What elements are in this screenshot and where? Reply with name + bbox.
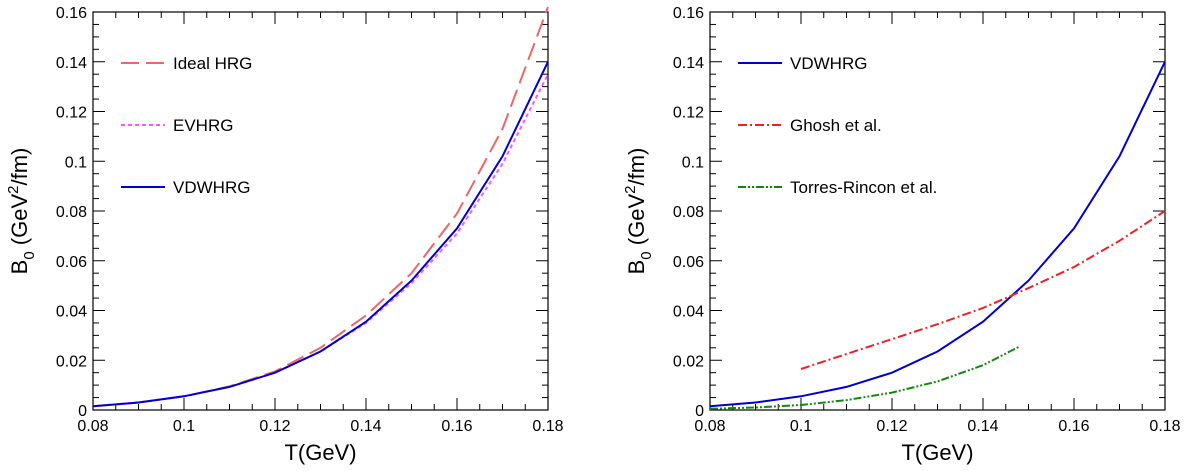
y-tick-label: 0.12 [56, 105, 87, 122]
y-axis-title: B0 (GeV2/fm) [5, 148, 38, 275]
x-tick-label: 0.08 [694, 418, 725, 435]
x-tick-label: 0.14 [350, 418, 381, 435]
series-line [709, 345, 1020, 410]
y-tick-label: 0.16 [673, 5, 704, 22]
legend-label: EVHRG [173, 116, 233, 135]
plot-frame [92, 11, 549, 411]
y-tick-label: 0.08 [56, 204, 87, 221]
y-tick-label: 0 [695, 403, 704, 420]
series-line [709, 61, 1166, 408]
x-tick-label: 0.08 [77, 418, 108, 435]
right-chart-panel: 0.08 0.1 0.12 0.14 0.16 0.1800.020.040.060.08… [622, 5, 1181, 465]
y-axis-title-part: 2 [5, 186, 22, 194]
series-line [800, 210, 1166, 370]
y-axis-title-part: 0 [638, 251, 655, 259]
y-axis-title-part: (GeV [624, 194, 649, 252]
y-axis-title-part: 2 [622, 186, 639, 194]
series-line [92, 61, 549, 408]
legend-label: VDWHRG [790, 54, 867, 73]
y-axis-title-part: B [624, 260, 649, 275]
y-tick-label: 0.14 [56, 55, 87, 72]
x-tick-label: 0.1 [790, 418, 812, 435]
x-tick-label: 0.16 [1058, 418, 1089, 435]
y-axis-title-part: B [7, 260, 32, 275]
series-line [92, 73, 549, 408]
x-axis-title: T(GeV) [901, 440, 973, 465]
y-axis-title-part: /fm) [624, 148, 649, 186]
x-tick-label: 0.16 [441, 418, 472, 435]
y-tick-label: 0.16 [56, 5, 87, 22]
plot-frame [709, 11, 1166, 411]
legend-label: VDWHRG [173, 178, 250, 197]
y-tick-label: 0.1 [682, 154, 704, 171]
x-tick-label: 0.1 [173, 418, 195, 435]
y-axis-title-part: (GeV [7, 194, 32, 252]
y-tick-label: 0.14 [673, 55, 704, 72]
y-tick-label: 0.02 [56, 353, 87, 370]
y-axis-title-part: 0 [21, 251, 38, 259]
y-tick-label: 0.06 [673, 254, 704, 271]
x-tick-label: 0.14 [967, 418, 998, 435]
legend-label: Ideal HRG [173, 54, 252, 73]
y-tick-label: 0.04 [56, 304, 87, 321]
y-tick-label: 0 [78, 403, 87, 420]
x-axis-title: T(GeV) [284, 440, 356, 465]
legend-label: Ghosh et al. [790, 116, 882, 135]
x-tick-label: 0.18 [532, 418, 563, 435]
x-tick-label: 0.12 [876, 418, 907, 435]
y-tick-label: 0.08 [673, 204, 704, 221]
series-line [92, 6, 549, 408]
x-tick-label: 0.12 [259, 418, 290, 435]
y-axis-title-part: /fm) [7, 148, 32, 186]
y-tick-label: 0.06 [56, 254, 87, 271]
y-tick-label: 0.1 [65, 154, 87, 171]
y-tick-label: 0.02 [673, 353, 704, 370]
y-tick-label: 0.12 [673, 105, 704, 122]
x-tick-label: 0.18 [1149, 418, 1180, 435]
legend-label: Torres-Rincon et al. [790, 178, 937, 197]
y-tick-label: 0.04 [673, 304, 704, 321]
y-axis-title: B0 (GeV2/fm) [622, 148, 655, 275]
left-chart-panel: 0.08 0.1 0.12 0.14 0.16 0.1800.020.040.060.08… [5, 5, 564, 465]
